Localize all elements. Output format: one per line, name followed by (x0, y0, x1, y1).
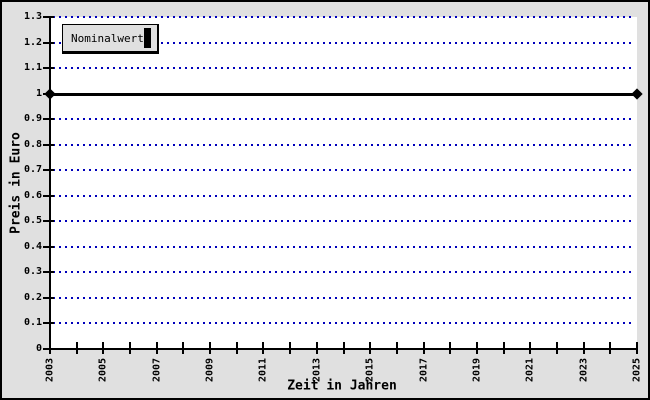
x-axis-line (49, 348, 638, 350)
y-gridline (53, 271, 634, 273)
x-tick-label: 2019 (471, 357, 483, 383)
y-gridline (53, 169, 634, 171)
y-tick-label: 0.7 (23, 164, 42, 175)
y-gridline (53, 297, 634, 299)
y-gridline (53, 67, 634, 69)
x-tick-label: 2017 (418, 357, 430, 383)
y-gridline (53, 220, 634, 222)
y-tick-label: 0.3 (23, 266, 42, 277)
y-tick-label: 0.8 (23, 139, 42, 150)
y-axis-line (49, 17, 51, 351)
x-tick-label: 2011 (257, 357, 269, 383)
y-tick-label: 0.1 (23, 317, 42, 328)
y-tick-label: 0.4 (23, 241, 42, 252)
y-tick (43, 195, 54, 197)
y-tick-label: 0.9 (23, 113, 42, 124)
legend-box: Nominalwert (62, 24, 159, 54)
y-tick-label: 0.5 (23, 215, 42, 226)
y-tick (43, 67, 54, 69)
y-gridline (53, 42, 634, 44)
legend-label: Nominalwert (71, 31, 144, 45)
data-line-nominalwert (50, 93, 637, 96)
y-tick (43, 144, 54, 146)
y-tick (43, 322, 54, 324)
y-tick (43, 246, 54, 248)
y-gridline (53, 195, 634, 197)
y-gridline (53, 246, 634, 248)
x-tick-label: 2003 (44, 357, 56, 383)
y-tick-label: 1 (35, 88, 42, 99)
y-tick-label: 1.3 (23, 11, 42, 22)
y-tick (43, 271, 54, 273)
y-tick (43, 348, 54, 350)
y-tick-label: 0.2 (23, 292, 42, 303)
x-tick-label: 2005 (97, 357, 109, 383)
y-tick (43, 169, 54, 171)
y-tick (43, 42, 54, 44)
y-gridline (53, 322, 634, 324)
y-gridline (53, 118, 634, 120)
x-tick-label: 2023 (578, 357, 590, 383)
y-gridline (53, 144, 634, 146)
y-gridline (53, 16, 634, 18)
x-axis-title: Zeit in Jahren (287, 378, 397, 394)
y-axis-title: Preis in Euro (8, 132, 24, 234)
x-tick-label: 2025 (631, 357, 643, 383)
y-tick (43, 16, 54, 18)
legend-line-marker-icon (143, 28, 151, 48)
y-tick-label: 0 (35, 343, 42, 354)
y-tick-label: 1.1 (23, 62, 42, 73)
y-tick (43, 297, 54, 299)
y-tick (43, 220, 54, 222)
y-tick-label: 0.6 (23, 190, 42, 201)
x-tick-label: 2009 (204, 357, 216, 383)
x-tick-label: 2007 (151, 357, 163, 383)
plot-area (50, 17, 637, 349)
y-tick-label: 1.2 (23, 37, 42, 48)
y-tick (43, 118, 54, 120)
x-tick-label: 2021 (524, 357, 536, 383)
